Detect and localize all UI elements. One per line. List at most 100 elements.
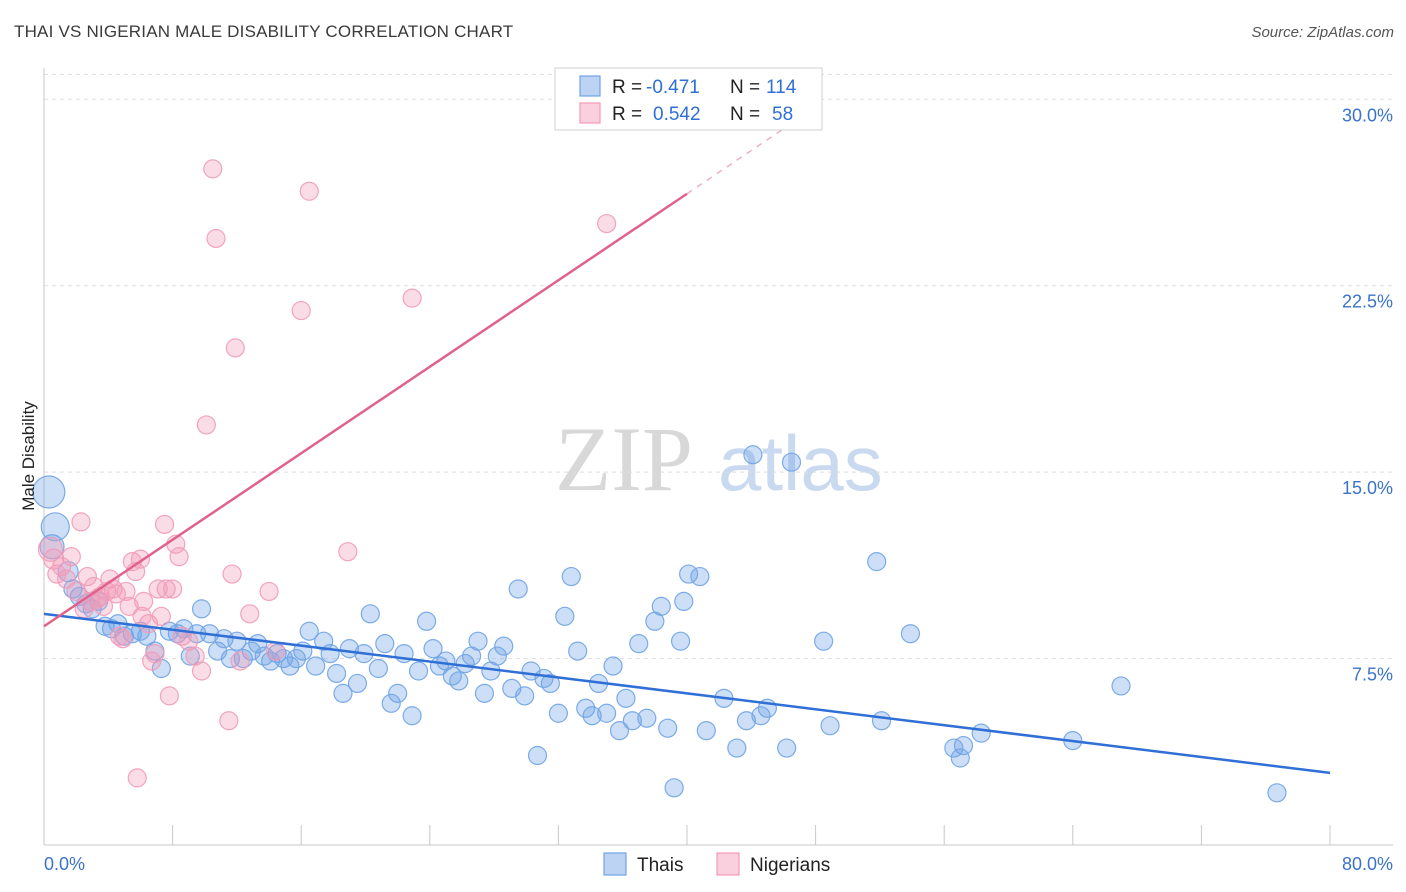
nigerian-point-9 [77,566,98,587]
thai-point-115 [971,723,991,743]
bottom-legend-swatch-thai [603,852,627,876]
thai-point-70 [508,579,528,599]
nigerian-point-34 [154,514,175,534]
thai-point-56 [416,611,437,631]
thai-point-80 [576,698,596,718]
nigerian-point-3 [52,556,72,577]
thai-point-36 [280,656,300,676]
thai-point-4 [63,579,83,599]
nigerian-point-28 [134,591,154,612]
nigerian-point-57 [402,288,422,308]
nigerian-point-51 [240,604,260,624]
nigerian-point-55 [299,181,319,201]
bottom-legend: Thais Nigerians [603,852,830,876]
legend-n-value-nigerian: 58 [772,104,793,125]
thai-point-71 [515,686,535,706]
bottom-legend-swatch-nigerian [716,852,740,876]
grid [44,73,1393,660]
nigerian-point-54 [291,300,311,321]
thai-point-68 [494,636,514,656]
nigerian-point-49 [222,564,242,584]
thai-point-52 [388,683,408,703]
thai-point-23 [191,599,212,619]
nigerian-trend-line [43,192,688,628]
legend-swatch-thai [579,75,601,97]
thai-point-101 [736,711,757,731]
nigerian-point-47 [219,711,239,731]
thai-point-81 [582,706,602,726]
thai-point-94 [670,631,691,651]
thai-point-40 [306,656,326,676]
watermark-zip: ZIP [555,408,693,510]
nigerian-point-6 [66,581,86,602]
thai-point-64 [468,631,488,651]
legend-r-label-thai: R = [612,77,642,98]
nigerian-point-35 [156,579,176,599]
thai-point-95 [674,591,694,612]
thai-point-61 [449,671,469,691]
nigerian-point-21 [116,581,136,602]
thai-point-77 [555,606,575,626]
nigerian-point-39 [169,547,189,567]
thai-point-65 [474,683,495,703]
nigerian-point-20 [113,629,133,649]
nigerian-point-31 [145,643,165,664]
thai-point-50 [375,634,395,654]
legend-n-label-nigerian: N = [730,104,760,125]
nigerian-point-32 [148,579,168,599]
legend-n-value-thai: 114 [766,77,797,98]
bottom-legend-label-thai: Thais [637,855,683,876]
legend-r-value-nigerian: 0.542 [653,104,701,125]
legend: R = -0.471 N = 114 R = 0.542 N = 58 [554,67,823,131]
y-tick-label-0: 7.5% [1352,665,1393,685]
legend-r-label-nigerian: R = [612,104,642,125]
thai-point-79 [568,641,588,661]
thai-point-54 [402,706,422,726]
thai-point-20 [174,619,194,639]
thai-point-105 [777,738,797,758]
thai-point-21 [180,646,200,666]
thai-point-55 [408,661,429,681]
nigerian-point-7 [71,512,91,532]
thai-trend-line [43,612,1331,775]
nigerian-point-52 [259,581,279,602]
thai-point-114 [953,735,974,756]
nigerian-point-46 [206,228,226,249]
thai-point-1 [40,512,70,542]
y-tick-label-1: 15.0% [1342,478,1393,498]
watermark: ZIP atlas [555,408,883,510]
source-label: Source: ZipAtlas.com [1251,24,1394,41]
nigerian-point-22 [119,596,139,616]
chart-title: THAI VS NIGERIAN MALE DISABILITY CORRELA… [14,22,514,41]
thai-point-86 [616,688,636,708]
thai-point-98 [696,721,716,741]
nigerian-point-14 [93,596,114,616]
nigerian-point-56 [338,542,358,562]
thai-point-87 [622,711,642,731]
thai-point-75 [540,673,560,694]
nigerian-point-53 [265,641,286,661]
y-axis-title: Male Disability [19,401,38,511]
thai-point-49 [368,658,388,679]
legend-n-label-thai: N = [730,77,760,98]
nigerian-point-33 [151,606,171,626]
thai-point-109 [867,552,887,572]
thai-point-57 [423,639,443,659]
legend-r-value-thai: -0.471 [646,77,700,98]
thai-point-67 [487,646,507,666]
legend-swatch-nigerian [579,102,601,124]
thai-points [32,445,1287,803]
nigerian-point-25 [127,768,147,788]
bottom-legend-label-nigerian: Nigerians [750,855,830,876]
thai-point-76 [548,703,569,723]
thai-point-97 [690,566,710,587]
y-tick-labels: 7.5% 15.0% 22.5% 30.0% [1342,105,1393,684]
nigerian-point-45 [203,159,223,179]
thai-point-39 [299,621,319,641]
thai-point-43 [326,663,347,684]
thai-point-60 [442,666,462,686]
thai-point-44 [333,683,353,703]
thai-point-111 [900,624,921,644]
x-tick-label-min: 0.0% [44,854,85,874]
